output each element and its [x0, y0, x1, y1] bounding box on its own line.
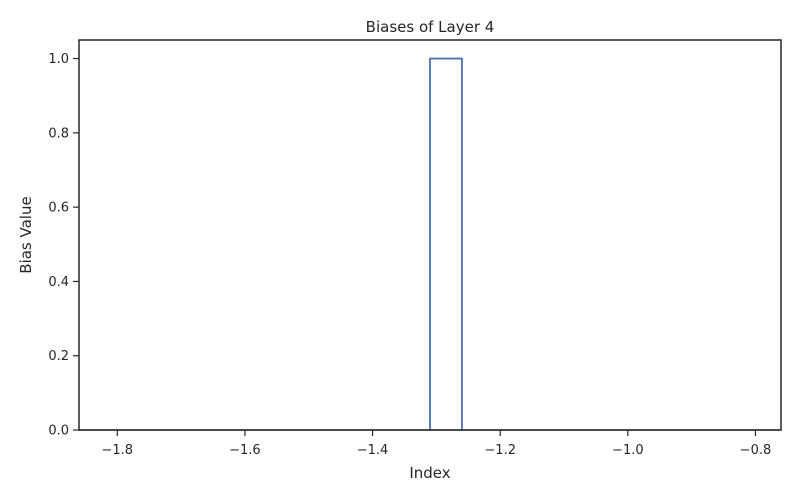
y-tick-label: 0.6 — [48, 201, 69, 216]
y-tick-label: 0.4 — [48, 275, 69, 290]
x-tick-label: −1.6 — [229, 443, 261, 458]
histogram-bar — [429, 57, 463, 430]
x-tick-label: −1.2 — [484, 443, 516, 458]
axes-frame — [78, 39, 782, 431]
y-tick-label: 0.0 — [48, 424, 69, 439]
x-axis-title: Index — [409, 464, 450, 482]
chart-title: Biases of Layer 4 — [366, 18, 495, 36]
x-tick-label: −0.8 — [740, 443, 772, 458]
y-tick-label: 1.0 — [48, 52, 69, 67]
plot-area: −1.8 −1.6 −1.4 −1.2 −1.0 −0.8 0.0 0.2 0.4 0.6 0.8 1… — [48, 39, 782, 458]
y-tick-label: 0.2 — [48, 349, 69, 364]
x-tick-label: −1.8 — [102, 443, 134, 458]
x-tick-label: −1.0 — [612, 443, 644, 458]
y-tick-label: 0.8 — [48, 126, 69, 141]
x-tick-label: −1.4 — [357, 443, 389, 458]
y-axis-title: Bias Value — [17, 196, 35, 273]
